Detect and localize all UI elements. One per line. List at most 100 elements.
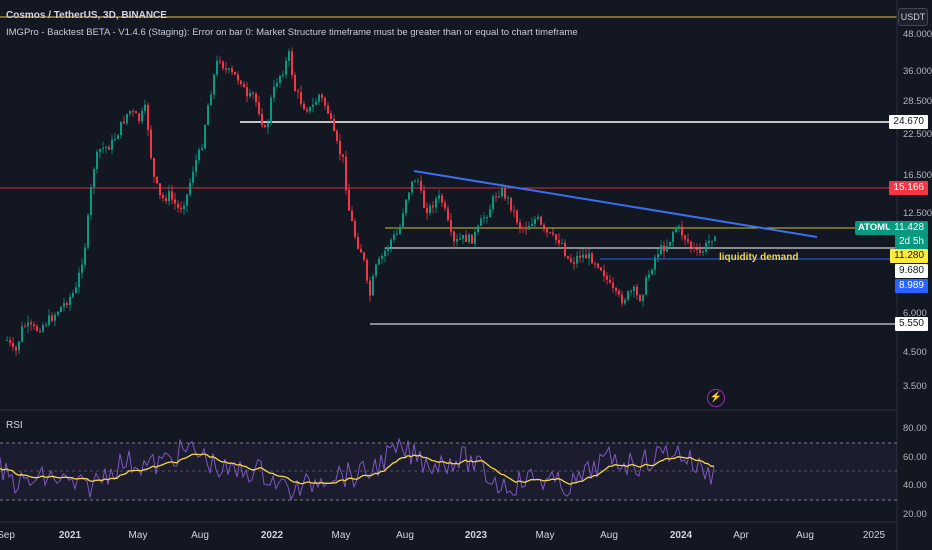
candle-body [60,306,62,312]
candle-body [105,146,107,148]
candle-body [516,210,518,223]
time-axis-label: 2021 [58,530,82,541]
currency-button[interactable]: USDT [898,8,928,26]
rsi-axis-label: 40.00 [903,480,927,491]
candle-body [231,68,233,72]
candle-body [588,253,590,259]
candle-body [585,254,587,259]
price-tag-8989: 8.989 [894,279,928,293]
price-axis-label: 12.500 [903,208,932,219]
indicator-error-label[interactable]: IMGPro - Backtest BETA - V1.4.6 (Staging… [6,27,578,38]
candle-body [75,287,77,293]
candle-body [30,322,32,325]
candle-body [420,180,422,191]
candle-body [531,224,533,226]
candle-body [342,154,344,157]
candle-body [639,295,641,302]
candle-body [621,294,623,304]
candle-body [207,105,209,126]
price-tag-15166: 15.166 [889,181,928,195]
candle-body [102,147,104,149]
candle-body [450,220,452,232]
time-axis-label: Aug [796,530,814,541]
candle-body [189,182,191,195]
candle-body [618,290,620,295]
candle-body [222,61,224,69]
candle-body [66,302,68,305]
rsi-axis-label: 20.00 [903,509,927,520]
candle-body [24,326,26,328]
candle-body [606,275,608,280]
candle-body [192,171,194,183]
price-tag-5550: 5.550 [894,317,928,331]
candle-body [711,240,713,242]
candle-body [582,254,584,258]
candle-body [411,181,413,193]
candle-body [669,241,671,246]
chart-title[interactable]: Cosmos / TetherUS, 3D, BINANCE [6,10,167,21]
candle-body [306,109,308,112]
candle-body [423,190,425,208]
time-axis-label: Aug [396,530,414,541]
candle-body [153,158,155,177]
candle-body [360,248,362,253]
candle-body [594,263,596,265]
candle-body [429,205,431,213]
candle-body [282,74,284,76]
candle-body [123,121,125,124]
lightning-icon[interactable]: ⚡ [707,389,725,407]
candle-body [330,113,332,120]
candle-body [681,226,683,236]
candle-body [249,92,251,97]
candle-body [549,232,551,234]
candle-body [435,198,437,208]
candle-body [87,215,89,248]
candle-body [42,324,44,332]
candle-body [444,202,446,209]
candle-body [567,256,569,259]
candle-body [6,339,8,341]
candle-body [645,277,647,295]
candle-body [474,231,476,244]
rsi-pane-label[interactable]: RSI [6,420,23,431]
candle-body [483,217,485,219]
candle-body [45,324,47,326]
candle-body [405,199,407,214]
candle-body [591,253,593,264]
candle-body [432,205,434,208]
candle-body [294,74,296,92]
candle-body [15,347,17,351]
candle-body [291,51,293,75]
candle-body [492,196,494,210]
candle-body [333,119,335,132]
candle-body [384,250,386,257]
candle-body [288,51,290,61]
candle-body [456,239,458,242]
candle-body [270,97,272,124]
candle-body [573,262,575,264]
candle-body [666,245,668,252]
candle-body [684,235,686,240]
candle-body [114,139,116,141]
candle-body [705,243,707,252]
candle-body [624,299,626,304]
candle-body [633,286,635,291]
candle-body [204,125,206,149]
candle-body [363,252,365,260]
candle-body [318,94,320,102]
candle-body [609,279,611,283]
candle-body [426,207,428,213]
candle-body [636,286,638,296]
candle-body [213,74,215,95]
candle-body [255,93,257,103]
candle-body [279,75,281,83]
candle-body [699,249,701,253]
candle-body [162,194,164,199]
candle-body [402,213,404,227]
candle-body [27,322,29,327]
candle-body [12,343,14,348]
candle-body [369,280,371,296]
candle-body [579,255,581,258]
time-axis-label: May [128,530,148,541]
